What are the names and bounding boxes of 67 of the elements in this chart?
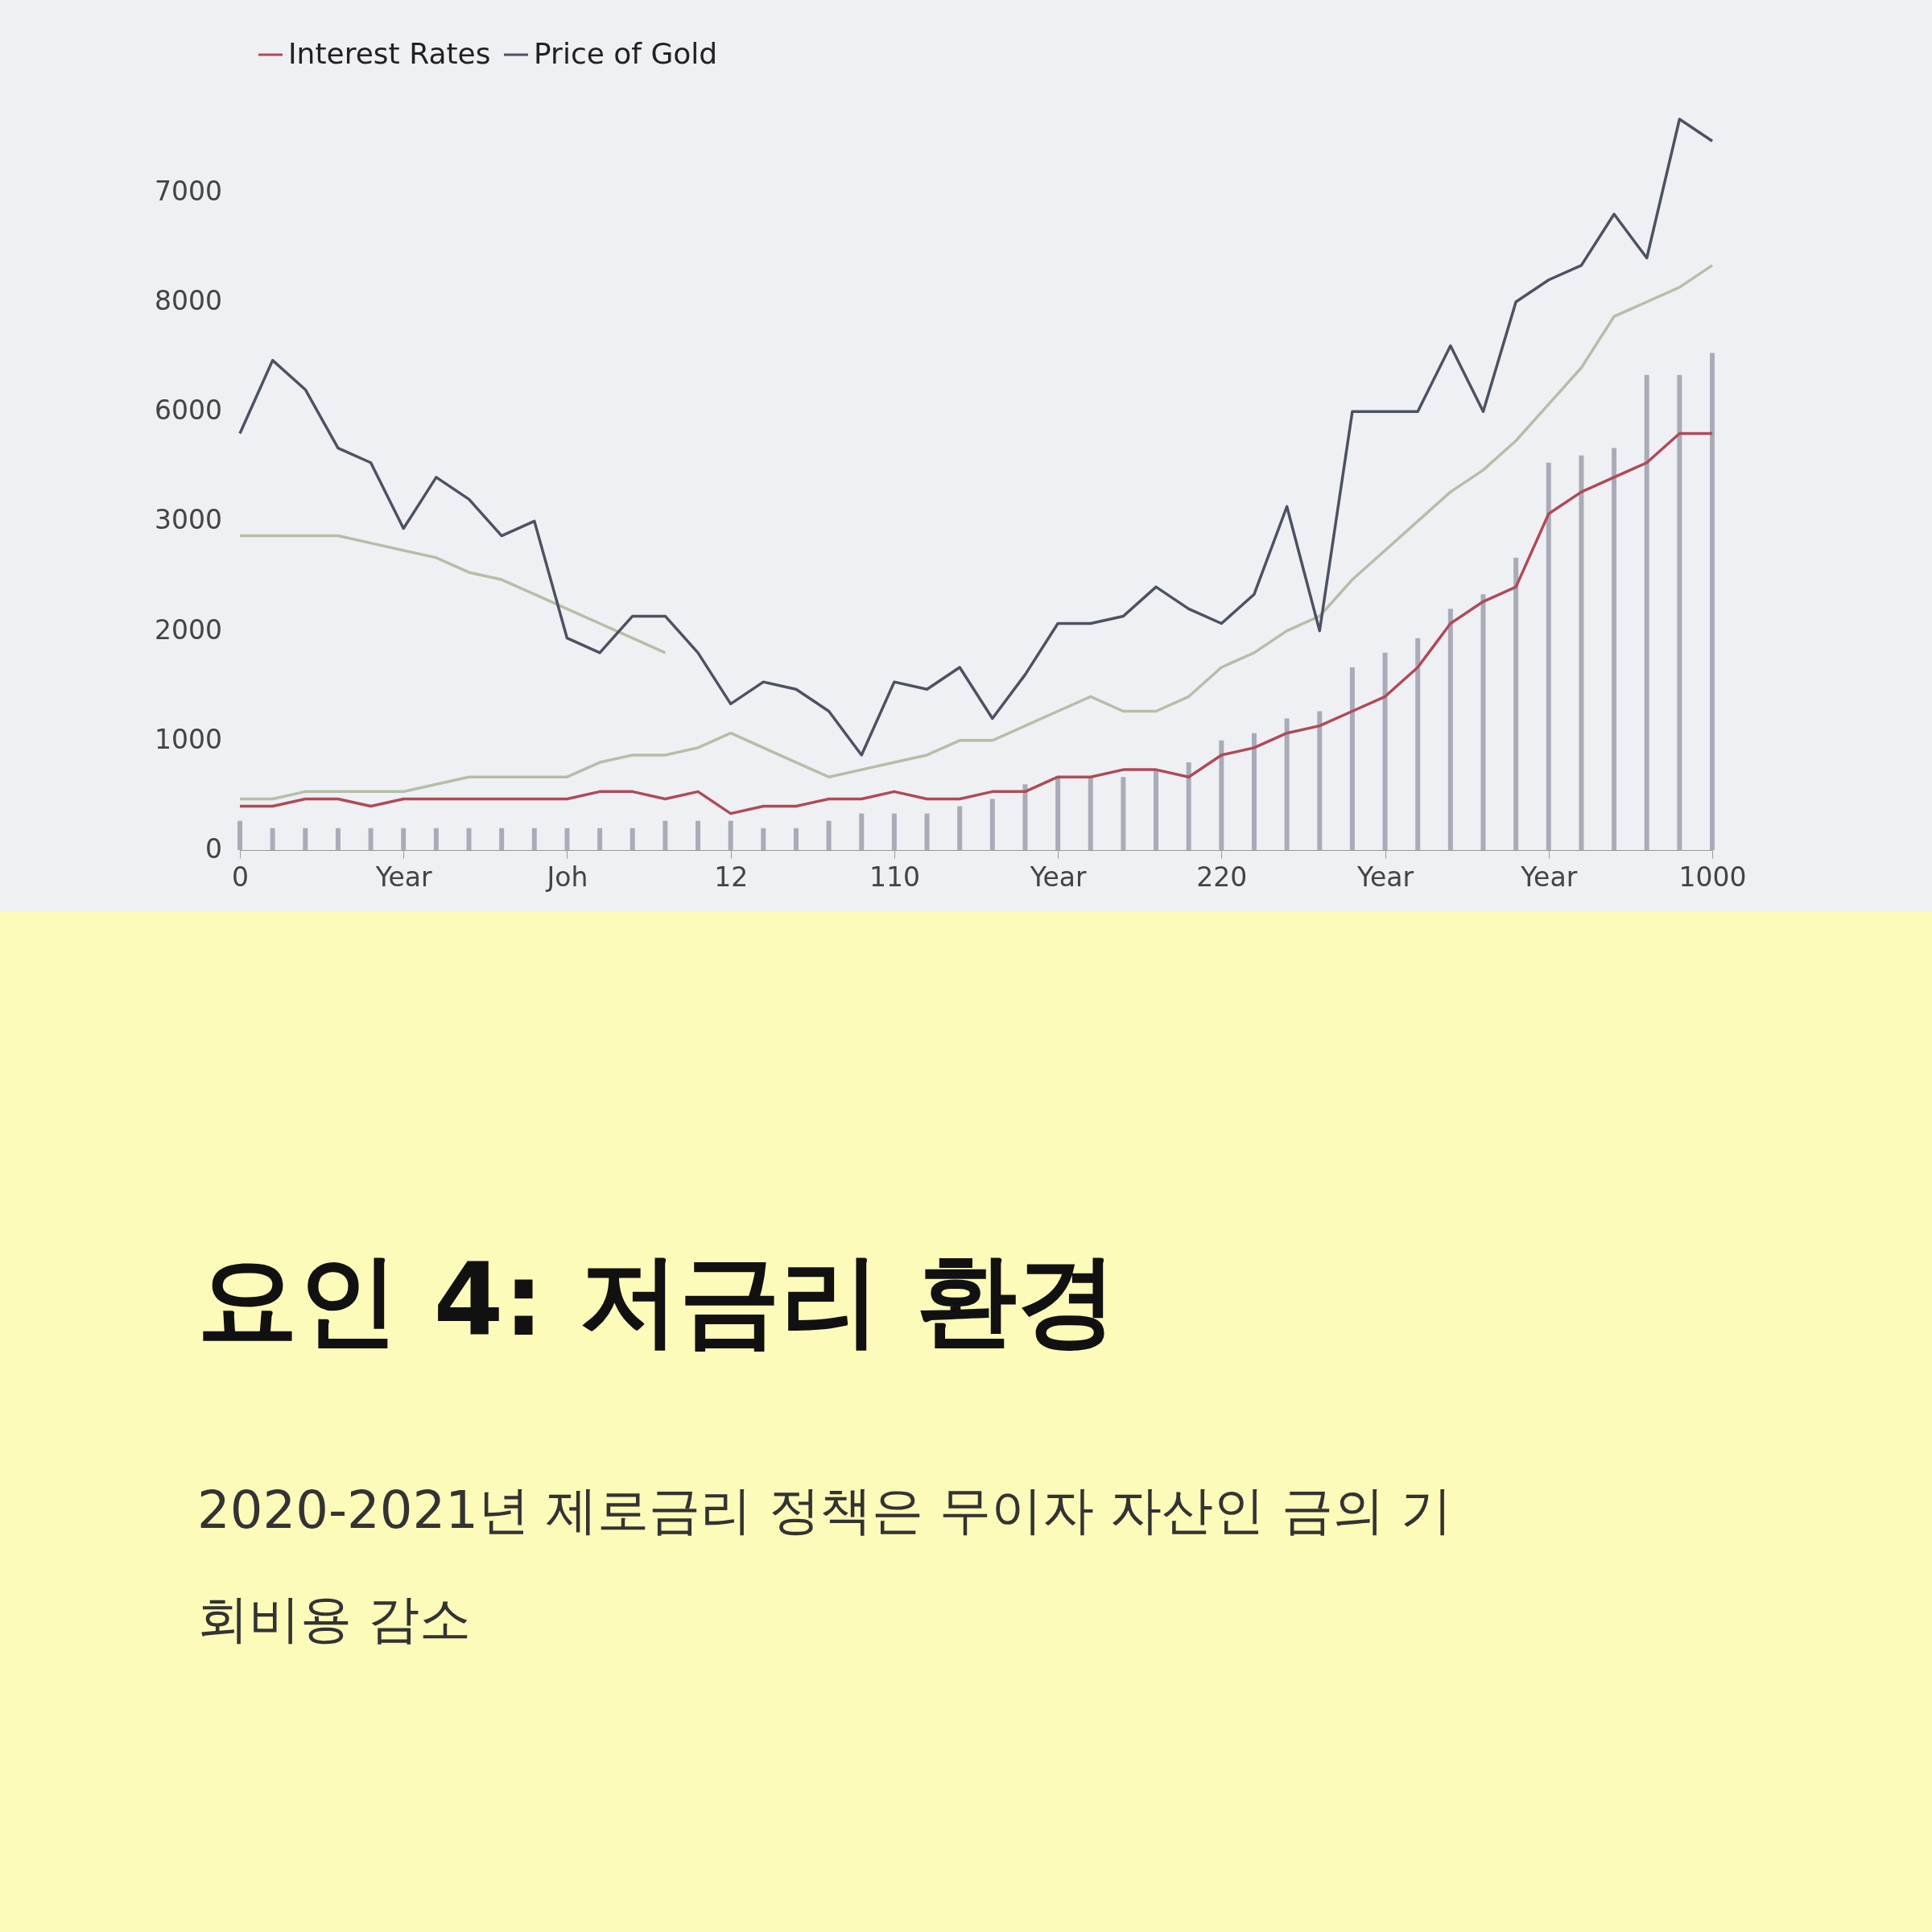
bar: [859, 813, 865, 850]
x-tick-label: Year: [374, 861, 433, 893]
bar: [1710, 353, 1715, 850]
bar: [270, 828, 275, 850]
bar: [1349, 667, 1355, 850]
text: 3000: [155, 504, 222, 536]
text: 2020-2021년 제로금리 정책은 무이자 자산인 금의 기회비용 감소: [197, 1480, 1452, 1649]
bar: [1579, 455, 1584, 850]
bar: [1546, 462, 1551, 850]
text: 0: [205, 833, 222, 865]
bar: [597, 828, 603, 850]
bar: [1480, 594, 1486, 850]
text: 1000: [155, 723, 222, 755]
bar: [1022, 784, 1028, 850]
bar: [696, 820, 701, 850]
bar: [1447, 609, 1453, 850]
bar: [564, 828, 570, 850]
bar: [1317, 711, 1323, 850]
x-tick-label: 110: [869, 861, 920, 893]
text: 요인 4: 저금리 환경: [197, 1241, 1117, 1358]
bar: [531, 828, 537, 850]
bar: [499, 828, 505, 850]
bar: [401, 828, 407, 850]
bar: [989, 799, 995, 850]
bar: [891, 813, 897, 850]
bar: [1382, 652, 1388, 850]
bar: [433, 828, 439, 850]
bar: [793, 828, 799, 850]
bar: [368, 828, 374, 850]
bar: [826, 820, 832, 850]
bar: [1612, 448, 1617, 850]
bar: [1154, 770, 1159, 850]
bar: [466, 828, 472, 850]
bar: [1055, 777, 1061, 850]
bar: [663, 820, 668, 850]
bar: [728, 820, 733, 850]
bar: [630, 828, 635, 850]
legend-label: Interest Rates: [288, 37, 491, 70]
x-tick-label: 220: [1196, 861, 1248, 893]
bar: [1644, 374, 1649, 850]
x-tick-label: 12: [714, 861, 749, 893]
text: 2000: [155, 613, 222, 646]
bar: [957, 806, 963, 850]
x-tick-label: Year: [1029, 861, 1087, 893]
legend-label: Price of Gold: [534, 37, 718, 70]
bar: [335, 828, 341, 850]
text: 6000: [155, 394, 222, 427]
text: 8000: [155, 285, 222, 316]
bar: [1121, 777, 1126, 850]
bar: [303, 828, 308, 850]
bar: [924, 813, 930, 850]
bar: [1284, 718, 1290, 850]
x-tick-label: Year: [1520, 861, 1578, 893]
bar: [1415, 638, 1421, 850]
x-tick-label: 1000: [1678, 861, 1747, 893]
bar: [1088, 777, 1093, 850]
x-tick-label: Joh: [545, 861, 588, 893]
bar: [1513, 557, 1519, 850]
bar: [1251, 733, 1257, 850]
x-tick-label: 0: [232, 861, 249, 893]
bar: [1677, 374, 1682, 850]
bar: [1186, 762, 1191, 850]
bar: [1219, 740, 1224, 850]
x-tick-label: Year: [1356, 861, 1414, 893]
text: 7000: [155, 175, 222, 207]
bar: [237, 820, 242, 850]
bar: [761, 828, 766, 850]
